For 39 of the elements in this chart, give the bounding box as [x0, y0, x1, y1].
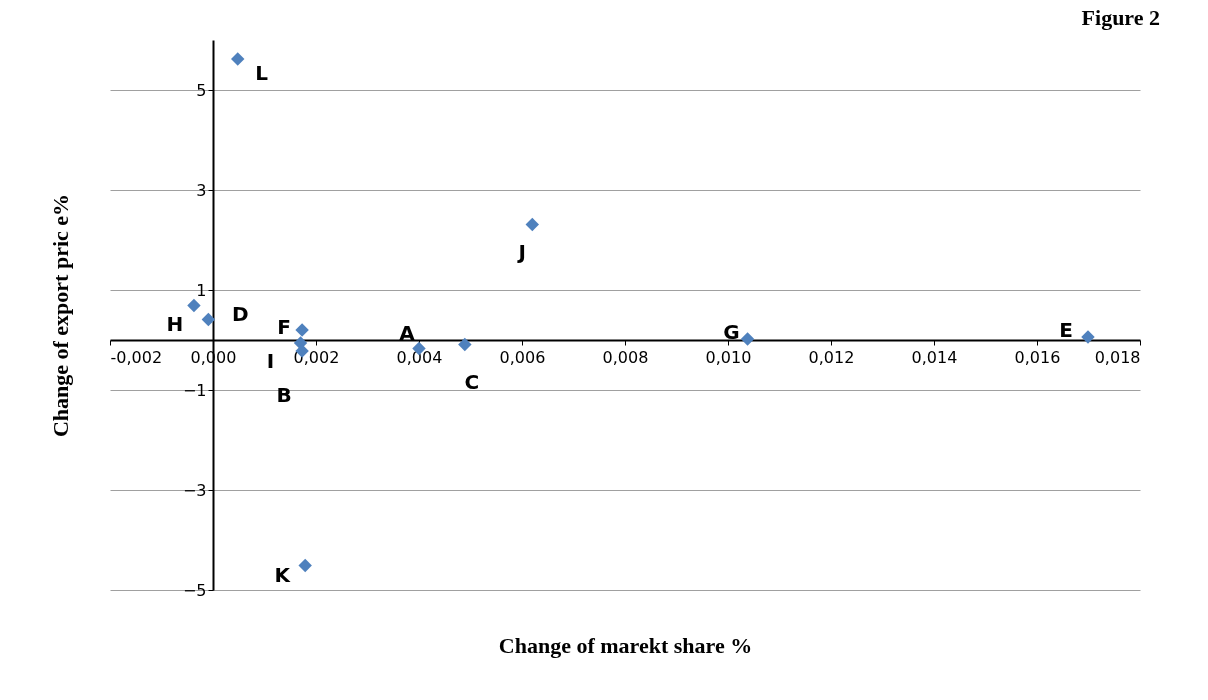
- annotation: L: [255, 61, 269, 85]
- point: [201, 312, 216, 327]
- y-tick-label: 3: [196, 180, 207, 200]
- y-tick-label: −1: [182, 380, 207, 400]
- point: [525, 217, 540, 232]
- y-tick-label: −3: [182, 480, 207, 500]
- x-tick-label: 0,004: [396, 347, 443, 367]
- x-tick-label: 0,008: [602, 347, 649, 367]
- annotation: G: [723, 320, 740, 344]
- y-tick-label: 5: [196, 80, 207, 100]
- annotation: B: [276, 383, 292, 407]
- point: [295, 323, 309, 337]
- point: [298, 558, 312, 573]
- x-tick-label: 0,012: [808, 347, 855, 367]
- annotation: E: [1059, 318, 1073, 342]
- x-tick-label: -0,002: [110, 347, 163, 367]
- x-tick-label: 0,014: [911, 347, 958, 367]
- annotation: K: [274, 562, 292, 587]
- annotation: D: [232, 301, 249, 326]
- annotation: H: [166, 311, 184, 336]
- annotation: A: [399, 320, 416, 345]
- annotation: J: [516, 239, 527, 264]
- y-axis-title: Change of export pric e%: [47, 193, 73, 438]
- caption: Figure 2: [1081, 5, 1160, 30]
- annotation: I: [266, 349, 275, 373]
- y-tick-label: 1: [196, 280, 207, 300]
- y-tick-label: −5: [182, 580, 207, 600]
- point: [231, 52, 245, 66]
- point: [458, 337, 472, 352]
- x-tick-label: 0,010: [705, 347, 752, 367]
- annotation: F: [277, 315, 291, 339]
- x-axis-title: Change of marekt share %: [498, 632, 753, 658]
- point: [1081, 330, 1095, 344]
- x-tick-label: 0,006: [499, 347, 546, 367]
- x-tick-label: 0,018: [1094, 347, 1141, 367]
- annotation: C: [464, 369, 480, 394]
- x-tick-label: 0,016: [1014, 347, 1061, 367]
- point: [187, 298, 201, 313]
- point: [740, 332, 755, 346]
